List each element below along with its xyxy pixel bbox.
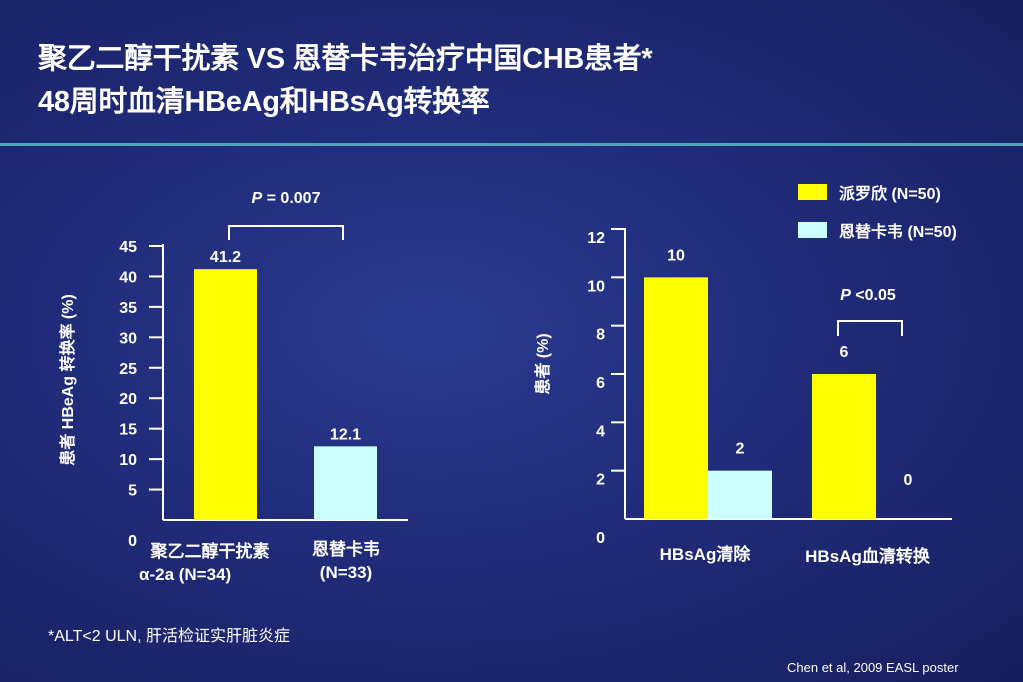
left-category-2-line1: 恩替卡韦 bbox=[312, 540, 380, 559]
right-y-tick-label: 12 bbox=[587, 230, 605, 247]
left-category-1-line1: 聚乙二醇干扰素 bbox=[150, 542, 270, 561]
title-line-1: 聚乙二醇干扰素 VS 恩替卡韦治疗中国CHB患者* bbox=[38, 43, 653, 75]
slide-title: 聚乙二醇干扰素 VS 恩替卡韦治疗中国CHB患者* 48周时血清HBeAg和HB… bbox=[38, 38, 998, 124]
right-y-tick-label: 10 bbox=[587, 278, 605, 295]
right-y-axis-label: 患者 (%) bbox=[535, 333, 552, 395]
right-p-annotation: P <0.05 bbox=[840, 287, 896, 304]
right-chart: 0 2 4 6 8 10 12 10 6 2 0 P <0.05 bbox=[587, 228, 952, 547]
right-y-tick-label: 8 bbox=[596, 327, 605, 344]
title-divider bbox=[0, 143, 1023, 146]
right-category-1-label: HBsAg清除 bbox=[659, 545, 751, 564]
left-y-tick-label: 30 bbox=[119, 330, 137, 347]
right-p-bracket bbox=[837, 320, 903, 336]
left-y-tick-label: 40 bbox=[119, 269, 137, 286]
left-y-tick-label: 15 bbox=[119, 422, 137, 439]
left-bar-2 bbox=[314, 446, 377, 520]
left-y-tick-label: 5 bbox=[128, 483, 137, 500]
legend-label-etv: 恩替卡韦 (N=50) bbox=[839, 224, 957, 241]
right-bar-1-2-value: 6 bbox=[840, 344, 849, 361]
left-y-tick-label: 10 bbox=[119, 452, 137, 469]
right-bar-1-1-value: 10 bbox=[667, 247, 685, 264]
left-y-tick-label: 45 bbox=[119, 239, 137, 256]
right-bar-2-1-value: 2 bbox=[736, 441, 745, 458]
right-bar-2-2-value: 0 bbox=[904, 472, 913, 489]
left-category-1-line2: α-2a (N=34) bbox=[139, 565, 232, 584]
legend-item-peg: 派罗欣 (N=50) bbox=[798, 180, 957, 204]
right-y-tick-label: 6 bbox=[596, 375, 605, 392]
legend: 派罗欣 (N=50) 恩替卡韦 (N=50) bbox=[798, 180, 957, 256]
title-line-2: 48周时血清HBeAg和HBsAg转换率 bbox=[38, 86, 490, 118]
legend-swatch-etv bbox=[798, 222, 827, 238]
right-y-tick-label: 0 bbox=[596, 530, 605, 547]
left-bar-2-value: 12.1 bbox=[330, 426, 361, 443]
left-category-1-label: 聚乙二醇干扰素 α-2a (N=34) bbox=[130, 540, 290, 586]
left-y-tick-label: 0 bbox=[128, 533, 137, 550]
left-y-axis-label: 患者 HBeAg 转换率 (%) bbox=[60, 294, 77, 466]
source-citation: Chen et al, 2009 EASL poster bbox=[787, 660, 959, 675]
footnote: *ALT<2 ULN, 肝活检证实肝脏炎症 bbox=[48, 628, 290, 645]
left-chart: 0 5 10 15 20 25 30 35 40 45 41.2 12.1 P = 0.007 bbox=[119, 190, 408, 550]
left-p-bracket bbox=[228, 225, 344, 240]
left-y-tick-label: 25 bbox=[119, 361, 137, 378]
legend-label-peg: 派罗欣 (N=50) bbox=[839, 186, 941, 203]
right-category-2-label: HBsAg血清转换 bbox=[805, 547, 930, 566]
right-bar-1-2 bbox=[812, 374, 876, 519]
left-bar-1-value: 41.2 bbox=[210, 249, 241, 266]
left-y-tick-label: 20 bbox=[119, 391, 137, 408]
left-category-2-label: 恩替卡韦 (N=33) bbox=[290, 538, 402, 584]
left-bar-1 bbox=[194, 269, 257, 520]
legend-item-etv: 恩替卡韦 (N=50) bbox=[798, 218, 957, 242]
legend-swatch-peg bbox=[798, 184, 827, 200]
right-y-tick-label: 4 bbox=[596, 423, 605, 440]
right-bar-1-1 bbox=[644, 277, 708, 519]
right-bar-2-1 bbox=[708, 470, 772, 519]
left-category-2-line2: (N=33) bbox=[319, 563, 373, 582]
right-y-tick-label: 2 bbox=[596, 472, 605, 489]
left-p-annotation: P = 0.007 bbox=[252, 190, 321, 207]
left-y-tick-label: 35 bbox=[119, 300, 137, 317]
